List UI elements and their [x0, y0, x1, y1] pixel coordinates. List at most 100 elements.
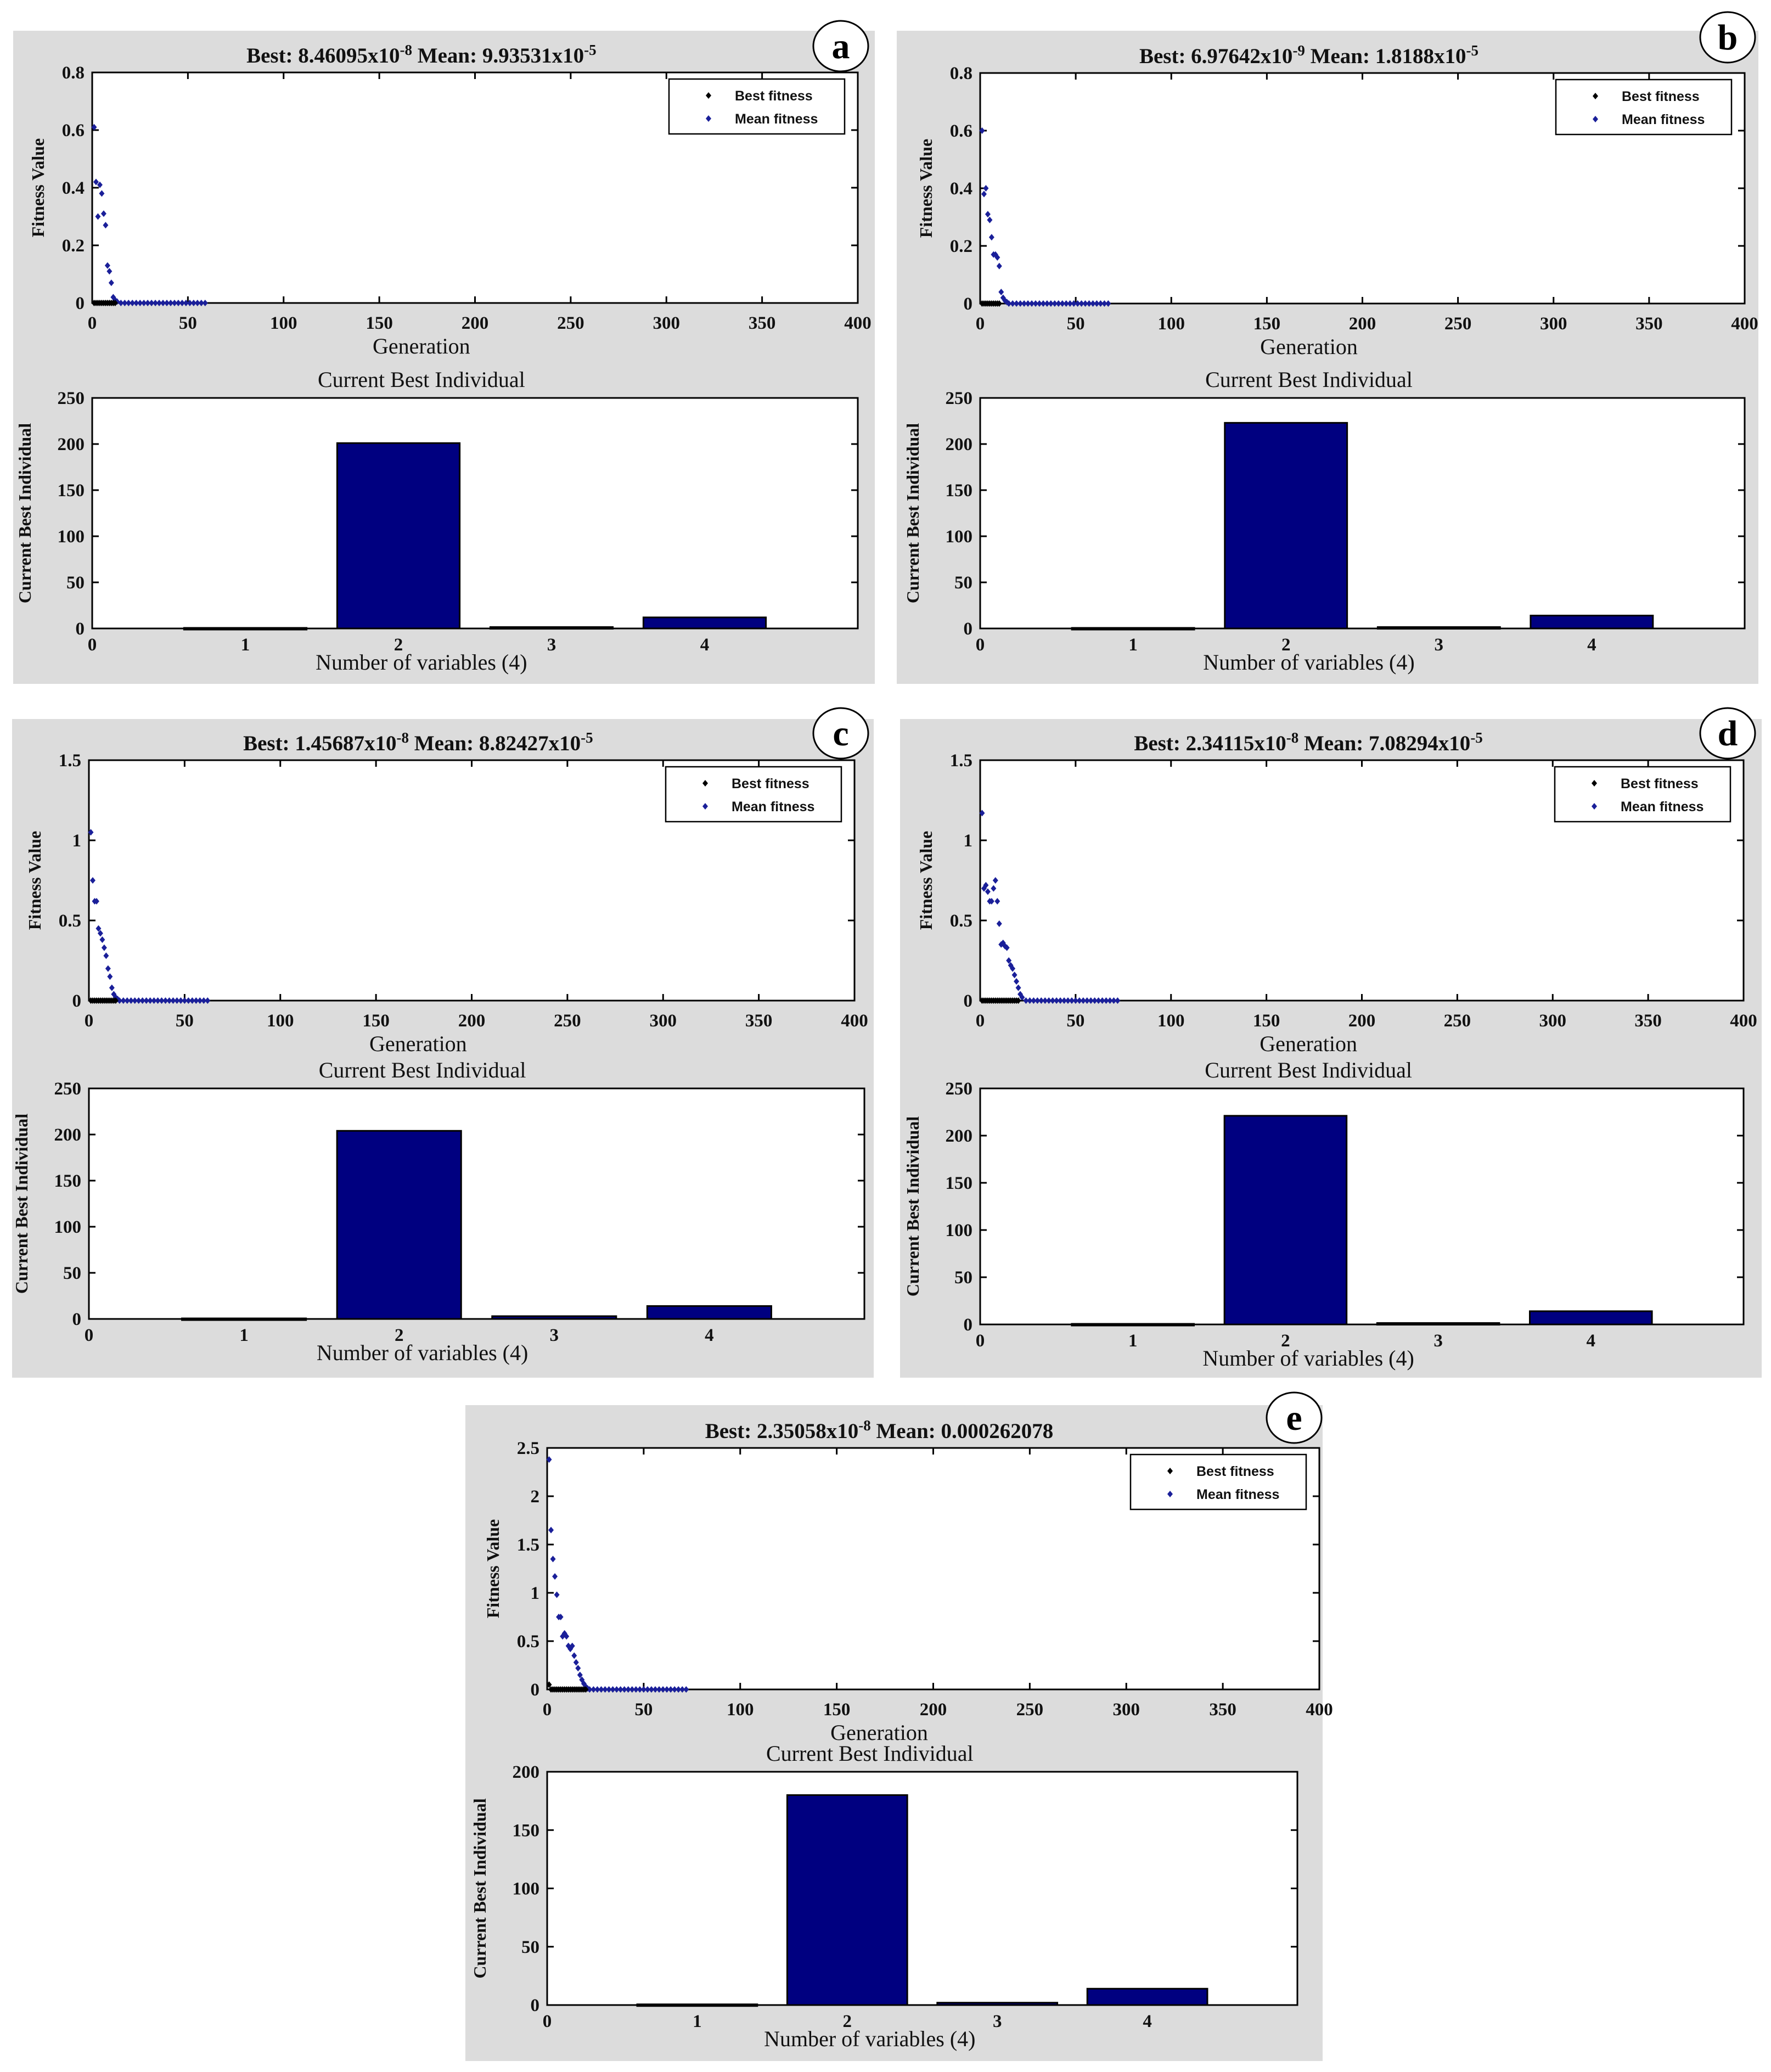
x-tick-label: 200 [1349, 314, 1376, 334]
mean-fitness-point [1038, 997, 1044, 1004]
x-tick-label: 1 [239, 1326, 249, 1345]
y-tick-label: 0.4 [62, 178, 85, 198]
legend-entry: Mean fitness [1622, 112, 1705, 127]
bar-variable-4 [642, 616, 767, 630]
mean-fitness-point [153, 300, 159, 306]
mean-fitness-point [668, 1686, 674, 1693]
mean-fitness-point [194, 300, 200, 306]
mean-fitness-point [128, 997, 134, 1004]
y-tick-label: 100 [58, 527, 85, 547]
y-tick-label: 100 [946, 1221, 973, 1240]
mean-fitness-point [1067, 300, 1073, 307]
panel-d: 0 50 100 150 200 250 300 350 40000.511.5Generati… [900, 707, 1762, 1378]
x-tick-label: 100 [727, 1700, 754, 1720]
mean-fitness-point [621, 1686, 627, 1693]
mean-fitness-point [996, 262, 1002, 269]
y-tick-label: 200 [513, 1762, 540, 1782]
mean-fitness-point [994, 897, 1000, 905]
legend-marker [1167, 1491, 1173, 1497]
mean-fitness-point [179, 300, 185, 306]
mean-fitness-point [998, 289, 1004, 295]
panel-title: Best: 8.46095x10-8 Mean: 9.93531x10-5 [246, 42, 597, 68]
x-tick-label: 200 [920, 1700, 947, 1720]
panel-label-badge [1699, 11, 1756, 64]
mean-fitness-point [1035, 997, 1041, 1004]
y-tick-label: 0.5 [950, 911, 972, 931]
mean-fitness-point [1058, 997, 1064, 1004]
y-tick-label: 250 [54, 1079, 82, 1099]
x-tick-label: 2 [1281, 635, 1291, 655]
bar-variable-3 [1376, 626, 1501, 630]
mean-fitness-point [1029, 300, 1035, 307]
bar-variable-4 [1530, 614, 1654, 630]
mean-fitness-point [1095, 997, 1101, 1004]
mean-fitness-point [106, 268, 113, 275]
mean-fitness-point [602, 1686, 608, 1693]
mean-fitness-point [147, 997, 153, 1004]
mean-fitness-point [93, 897, 99, 905]
mean-fitness-point [1054, 997, 1060, 1004]
y-tick-label: 0 [964, 1315, 973, 1335]
bar-variable-3 [489, 626, 614, 630]
mean-fitness-point [983, 185, 989, 192]
y-tick-label: 100 [54, 1217, 82, 1237]
mean-fitness-point [1082, 300, 1088, 307]
y-tick-label: 0 [531, 1680, 540, 1700]
mean-fitness-point [139, 997, 145, 1004]
panel-title: Best: 1.45687x10-8 Mean: 8.82427x10-5 [243, 729, 593, 755]
y-tick-label: 150 [946, 1173, 973, 1193]
mean-fitness-point [167, 300, 173, 306]
mean-fitness-point [552, 1573, 558, 1580]
panel-label-badge [1266, 1391, 1323, 1444]
mean-fitness-point [981, 190, 987, 198]
mean-fitness-point [137, 300, 143, 306]
mean-fitness-point [985, 888, 991, 895]
mean-fitness-point [656, 1686, 662, 1693]
individual-title: Current Best Individual [319, 1058, 526, 1082]
x-tick-label: 150 [362, 1011, 390, 1031]
bar-variable-1 [181, 1317, 307, 1321]
x-tick-label: 4 [1587, 635, 1596, 655]
mean-fitness-point [145, 300, 151, 306]
y-tick-label: 200 [54, 1125, 82, 1145]
x-tick-label: 0 [543, 1700, 552, 1720]
mean-fitness-point [101, 944, 107, 951]
x-axis-label: Generation [830, 1720, 928, 1745]
legend [668, 78, 846, 135]
legend-marker [706, 92, 711, 99]
y-tick-label: 1.5 [59, 751, 81, 771]
mean-fitness-point [109, 984, 115, 991]
panel-b: 0 50 100 150 200 250 300 350 40000.20.40.60.8Gen… [897, 11, 1758, 684]
mean-fitness-point [1052, 300, 1058, 307]
mean-fitness-point [159, 997, 165, 1004]
mean-fitness-point [1048, 300, 1054, 307]
x-tick-label: 0 [88, 313, 97, 333]
mean-fitness-point [587, 1686, 593, 1693]
y-tick-label: 250 [946, 389, 973, 408]
y-tick-label: 200 [946, 1126, 973, 1146]
mean-fitness-point [93, 178, 99, 186]
mean-fitness-point [1086, 300, 1092, 307]
mean-fitness-point [1014, 978, 1020, 985]
x-tick-label: 400 [1730, 1011, 1757, 1031]
x-tick-label: 350 [745, 1011, 773, 1031]
panel-label: e [1286, 1398, 1302, 1438]
mean-fitness-point [573, 1659, 579, 1666]
title-best-exponent: -8 [397, 729, 409, 746]
mean-fitness-point [164, 300, 170, 306]
x-axis-label: Number of variables (4) [316, 650, 527, 675]
mean-fitness-point [637, 1686, 643, 1693]
x-tick-label: 150 [823, 1700, 851, 1720]
title-best: Best: 8.46095x10 [246, 44, 400, 68]
y-tick-label: 0 [964, 619, 973, 639]
mean-fitness-point [571, 1652, 577, 1659]
mean-fitness-point [182, 997, 188, 1004]
title-best: Best: 2.34115x10 [1134, 732, 1286, 755]
mean-fitness-point [149, 300, 155, 306]
mean-fitness-point [1101, 300, 1107, 307]
best-fitness-point [112, 300, 118, 306]
panel-label: d [1718, 714, 1738, 754]
legend-entry: Mean fitness [1196, 1487, 1279, 1502]
mean-fitness-point [988, 234, 994, 241]
